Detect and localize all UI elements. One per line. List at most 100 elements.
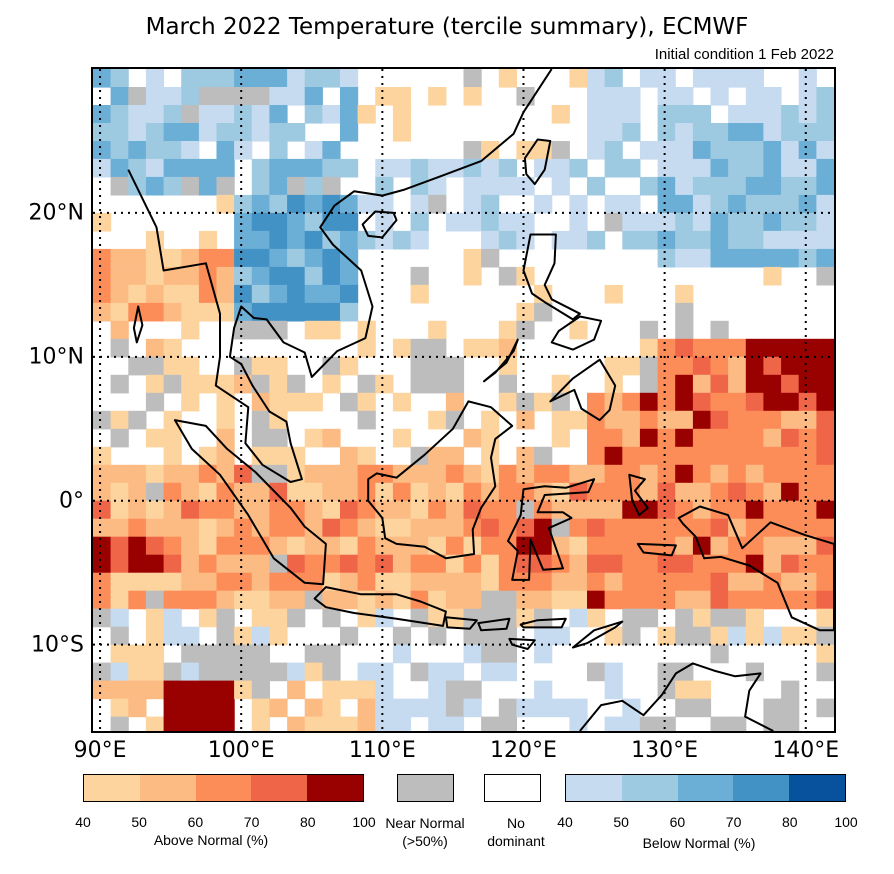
tercile-cell (234, 680, 253, 700)
tercile-cell (287, 266, 306, 286)
tercile-cell (269, 410, 288, 430)
tercile-cell (692, 141, 712, 160)
tercile-cell (93, 608, 112, 628)
tercile-cell (675, 248, 694, 268)
tercile-cell (392, 428, 412, 448)
tercile-cell (551, 572, 570, 592)
tercile-cell (216, 644, 235, 664)
tercile-cell (340, 482, 359, 502)
tercile-cell (604, 626, 623, 646)
tercile-cell (745, 536, 764, 556)
sumatra-outline (173, 419, 327, 586)
australia-outline (579, 662, 774, 731)
andaman-outline (132, 305, 144, 344)
tercile-cell (428, 590, 447, 610)
tercile-cell (657, 123, 676, 142)
tercile-cell (357, 482, 376, 502)
tercile-cell (728, 176, 747, 196)
tercile-cell (110, 662, 129, 682)
tercile-cell (534, 590, 553, 610)
tercile-cell (498, 590, 517, 610)
tercile-cell (375, 536, 394, 556)
longitude-label: 130°E (631, 738, 699, 763)
tercile-cell (181, 392, 200, 412)
tercile-cell (375, 680, 394, 700)
tercile-cell (163, 176, 182, 196)
tercile-cell (304, 554, 323, 574)
tercile-cell (287, 212, 306, 232)
tercile-cell (710, 644, 729, 664)
tercile-cell (481, 644, 500, 664)
tercile-cell (375, 176, 394, 196)
tercile-cell (445, 572, 465, 592)
longitude-label: 120°E (490, 738, 557, 763)
tercile-cell (604, 69, 623, 88)
tercile-cell (781, 374, 800, 394)
tercile-cell (163, 356, 182, 376)
tercile-cell (269, 446, 288, 466)
tercile-cell (340, 158, 359, 178)
tercile-cell (375, 87, 394, 106)
tercile-cell (745, 392, 764, 412)
tercile-cell (145, 716, 165, 731)
tercile-cell (445, 464, 465, 484)
tercile-cell (763, 158, 782, 178)
tercile-cell (322, 212, 341, 232)
tercile-cell (763, 194, 782, 214)
map-title: March 2022 Temperature (tercile summary)… (145, 14, 749, 40)
tercile-cell (498, 644, 517, 664)
tercile-cell (798, 338, 817, 358)
tercile-cell (692, 518, 712, 538)
tercile-cell (816, 554, 834, 574)
tercile-cell (604, 356, 623, 376)
tercile-cell (692, 374, 712, 394)
tercile-cell (340, 356, 359, 376)
tercile-cell (498, 572, 517, 592)
tercile-cell (269, 266, 288, 286)
latitude-label: 10°S (31, 632, 84, 658)
tercile-cell (322, 500, 341, 520)
tercile-cell (498, 356, 517, 376)
tercile-cell (622, 590, 641, 610)
tercile-cell (287, 194, 306, 214)
tercile-cell (410, 608, 429, 628)
tercile-cell (604, 590, 623, 610)
tercile-cell (692, 626, 712, 646)
tercile-cell (234, 284, 253, 304)
tercile-cell (498, 500, 517, 520)
longitude-label: 110°E (348, 738, 416, 763)
tercile-cell (145, 338, 165, 358)
tercile-cell (445, 500, 465, 520)
tercile-cell (516, 141, 535, 160)
tercile-cell (763, 141, 782, 160)
tercile-cell (145, 680, 165, 700)
tercile-cell (745, 590, 764, 610)
tercile-cell (340, 716, 359, 731)
tercile-cell (181, 302, 200, 322)
tercile-cell (93, 212, 112, 232)
tercile-cell (604, 212, 623, 232)
tercile-cell (322, 176, 341, 196)
tercile-cell (304, 320, 323, 340)
tercile-cell (234, 572, 253, 592)
indochina-coast-outline (127, 69, 553, 483)
tercile-cell (463, 590, 482, 610)
tercile-cell (781, 105, 800, 124)
tercile-cell (145, 230, 165, 250)
tercile-cell (798, 374, 817, 394)
tercile-cell (128, 572, 147, 592)
tercile-cell (110, 536, 129, 556)
tercile-cell (93, 500, 112, 520)
tercile-cell (110, 626, 129, 646)
tercile-cell (93, 69, 112, 88)
tercile-cell (269, 248, 288, 268)
tercile-cell (639, 410, 659, 430)
tercile-cell (728, 572, 747, 592)
tercile-cell (163, 87, 182, 106)
tercile-cell (163, 608, 182, 628)
tercile-cell (604, 194, 623, 214)
colorbar-segment (84, 775, 140, 801)
tercile-cell (675, 464, 694, 484)
tercile-cell (551, 374, 570, 394)
tercile-cell (287, 572, 306, 592)
